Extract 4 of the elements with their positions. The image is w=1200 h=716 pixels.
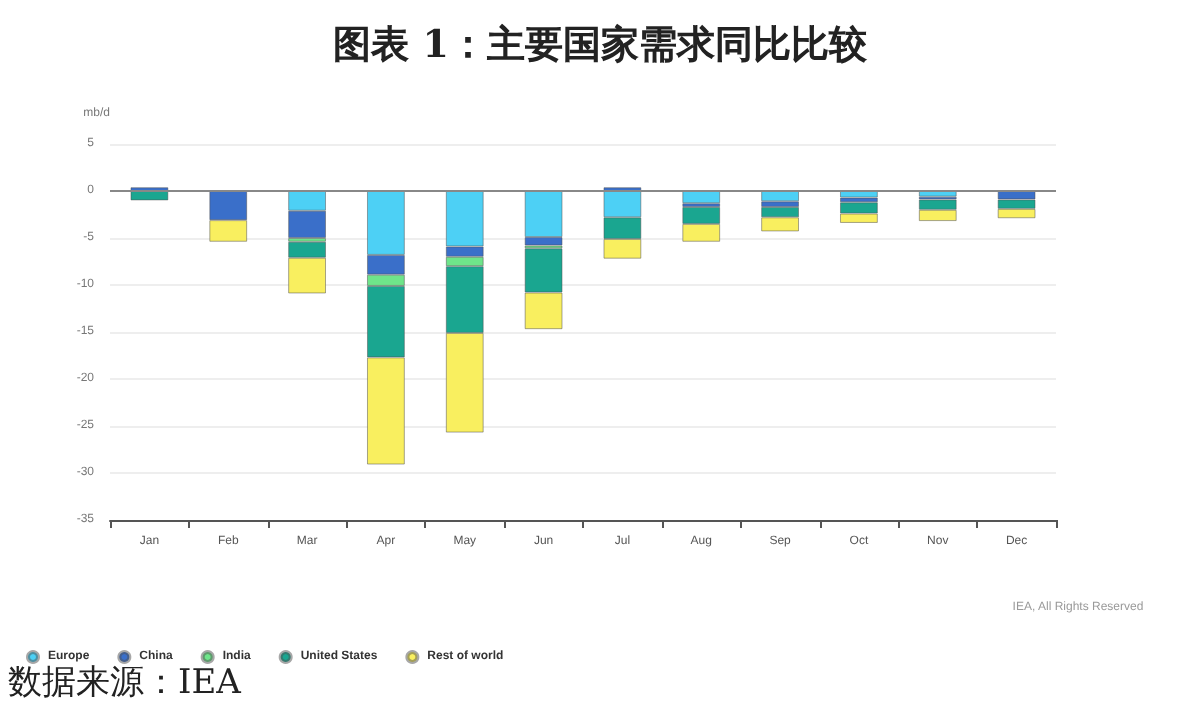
chart-title: 图表 1：主要国家需求同比比较 <box>333 23 869 67</box>
bar <box>524 191 563 238</box>
source-note: 数据来源：IEA <box>8 663 243 703</box>
bar <box>682 191 721 204</box>
